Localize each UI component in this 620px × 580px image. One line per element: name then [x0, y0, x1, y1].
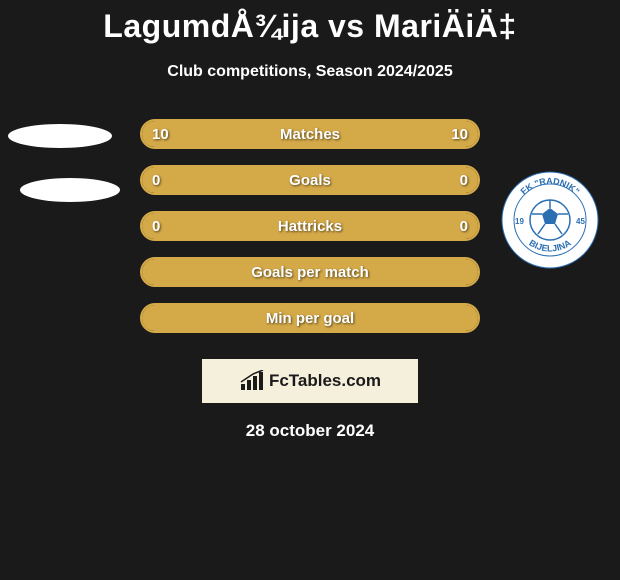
stat-pill: Goals per match — [140, 257, 480, 287]
brand-box: FcTables.com — [202, 359, 418, 403]
stat-pill: 0 Goals 0 — [140, 165, 480, 195]
avatar-placeholder-1 — [8, 124, 112, 148]
brand-chart-icon — [239, 370, 265, 392]
club-badge-svg: FK "RADNIK" BIJELJINA 19 45 — [500, 170, 600, 270]
stat-row-min-per-goal: Min per goal — [0, 303, 620, 349]
stat-right-value: 10 — [451, 126, 468, 143]
stat-label: Min per goal — [266, 310, 354, 327]
avatar-placeholder-2 — [20, 178, 120, 202]
stat-left-value: 0 — [152, 172, 160, 189]
stat-pill: 10 Matches 10 — [140, 119, 480, 149]
stat-pill: Min per goal — [140, 303, 480, 333]
stat-label: Goals — [289, 172, 331, 189]
stat-right-value: 0 — [460, 172, 468, 189]
badge-year-right: 45 — [576, 217, 585, 226]
stat-label: Goals per match — [251, 264, 369, 281]
stat-left-value: 10 — [152, 126, 169, 143]
stat-left-value: 0 — [152, 218, 160, 235]
stat-label: Hattricks — [278, 218, 342, 235]
stat-pill: 0 Hattricks 0 — [140, 211, 480, 241]
stat-label: Matches — [280, 126, 340, 143]
stat-right-value: 0 — [460, 218, 468, 235]
page-title: LagumdÅ¾ija vs MariÄiÄ‡ — [0, 0, 620, 45]
subtitle: Club competitions, Season 2024/2025 — [0, 63, 620, 81]
date-line: 28 october 2024 — [0, 421, 620, 441]
badge-year-left: 19 — [515, 217, 524, 226]
club-badge: FK "RADNIK" BIJELJINA 19 45 — [500, 170, 600, 270]
brand-text: FcTables.com — [269, 371, 381, 391]
